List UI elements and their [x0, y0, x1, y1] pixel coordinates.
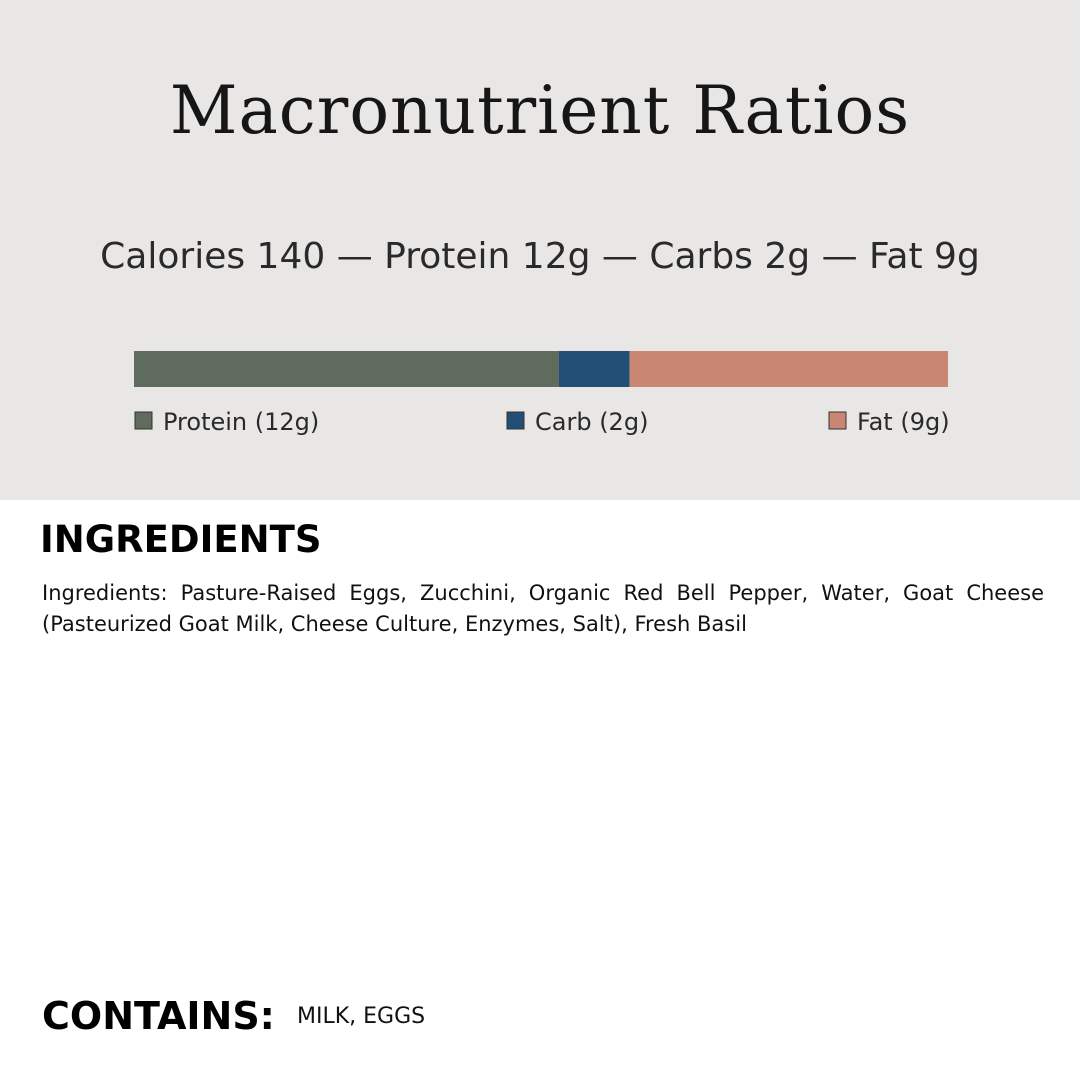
legend-label-carb: Carb (2g)	[535, 408, 648, 436]
legend-label-fat: Fat (9g)	[857, 408, 950, 436]
bar-segment-protein	[134, 351, 559, 387]
nutrition-summary: Calories 140 — Protein 12g — Carbs 2g — …	[100, 236, 980, 277]
bar-segment-carb	[558, 351, 630, 387]
macro-stacked-bar-chart: Protein (12g) Carb (2g) Fat (9g)	[134, 351, 950, 436]
legend-swatch-carb	[506, 411, 525, 430]
contains-heading: CONTAINS:	[42, 994, 275, 1038]
bar-segment-fat	[629, 351, 948, 387]
ingredients-heading: INGREDIENTS	[40, 518, 322, 561]
macro-panel	[0, 0, 1080, 500]
legend-label-protein: Protein (12g)	[163, 408, 319, 436]
legend-swatch-fat	[828, 411, 847, 430]
legend-swatch-protein	[134, 411, 153, 430]
allergens-text: MILK, EGGS	[297, 1004, 426, 1029]
ingredients-text: Ingredients: Pasture-Raised Eggs, Zucchi…	[42, 581, 1044, 636]
chart-title: Macronutrient Ratios	[169, 72, 911, 149]
